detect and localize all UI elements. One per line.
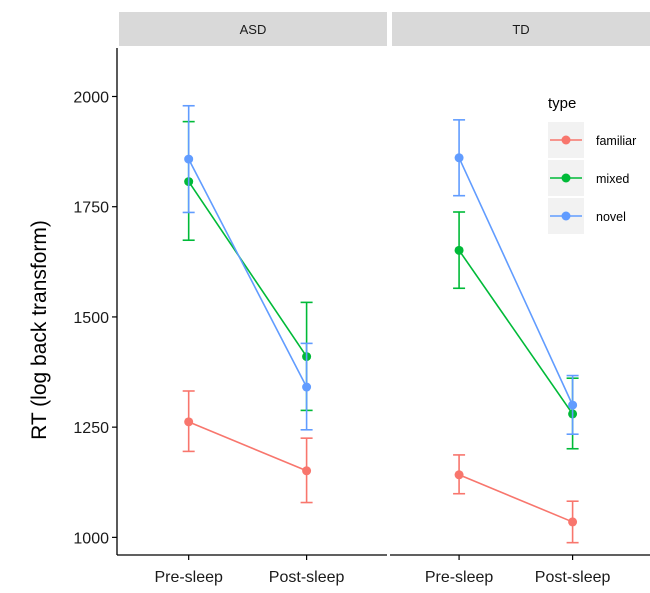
legend-title: type — [548, 95, 576, 112]
y-tick-label: 2000 — [73, 89, 109, 106]
series-line-mixed — [188, 181, 308, 358]
x-tick-label: Post-sleep — [535, 569, 611, 586]
y-tick-label: 1000 — [73, 530, 109, 547]
y-axis: 1000 1250 1500 1750 2000 — [73, 48, 118, 555]
facet-strip-label: ASD — [240, 22, 267, 37]
legend-label-mixed: mixed — [596, 172, 629, 186]
facet-strips: ASD TD — [119, 12, 650, 46]
legend-point — [561, 135, 571, 145]
data-point-novel — [302, 382, 312, 392]
y-tick-label: 1500 — [73, 310, 109, 327]
data-point-familiar — [302, 466, 312, 476]
legend-point — [561, 173, 571, 183]
x-tick-label: Pre-sleep — [425, 569, 494, 586]
x-tick-label: Post-sleep — [269, 569, 345, 586]
x-axis: Pre-sleep Post-sleep Pre-sleep Post-sleep — [117, 554, 650, 586]
legend-point — [561, 211, 571, 221]
series-line-familiar — [188, 421, 307, 472]
panel-asd — [182, 104, 313, 504]
plot-area — [182, 104, 579, 544]
legend-label-novel: novel — [596, 210, 626, 224]
series-line-novel — [458, 157, 574, 406]
data-point-novel — [184, 154, 194, 164]
series-line-novel — [187, 158, 308, 388]
legend-label-familiar: familiar — [596, 134, 636, 148]
data-point-novel — [454, 153, 464, 163]
facet-strip — [392, 12, 650, 46]
y-tick-label: 1750 — [73, 200, 109, 217]
series-line-mixed — [458, 249, 574, 415]
y-axis-title: RT (log back transform) — [28, 220, 51, 440]
x-tick-label: Pre-sleep — [154, 569, 223, 586]
legend: type familiar mixed novel — [548, 95, 636, 234]
panel-td — [453, 119, 579, 544]
facet-strip-label: TD — [512, 22, 529, 37]
data-point-mixed — [454, 245, 464, 255]
facet-strip — [119, 12, 387, 46]
data-point-familiar — [184, 417, 194, 427]
series-line-familiar — [458, 474, 573, 523]
data-point-familiar — [568, 517, 578, 527]
y-tick-label: 1250 — [73, 420, 109, 437]
data-point-novel — [568, 400, 578, 410]
data-point-familiar — [454, 470, 464, 480]
